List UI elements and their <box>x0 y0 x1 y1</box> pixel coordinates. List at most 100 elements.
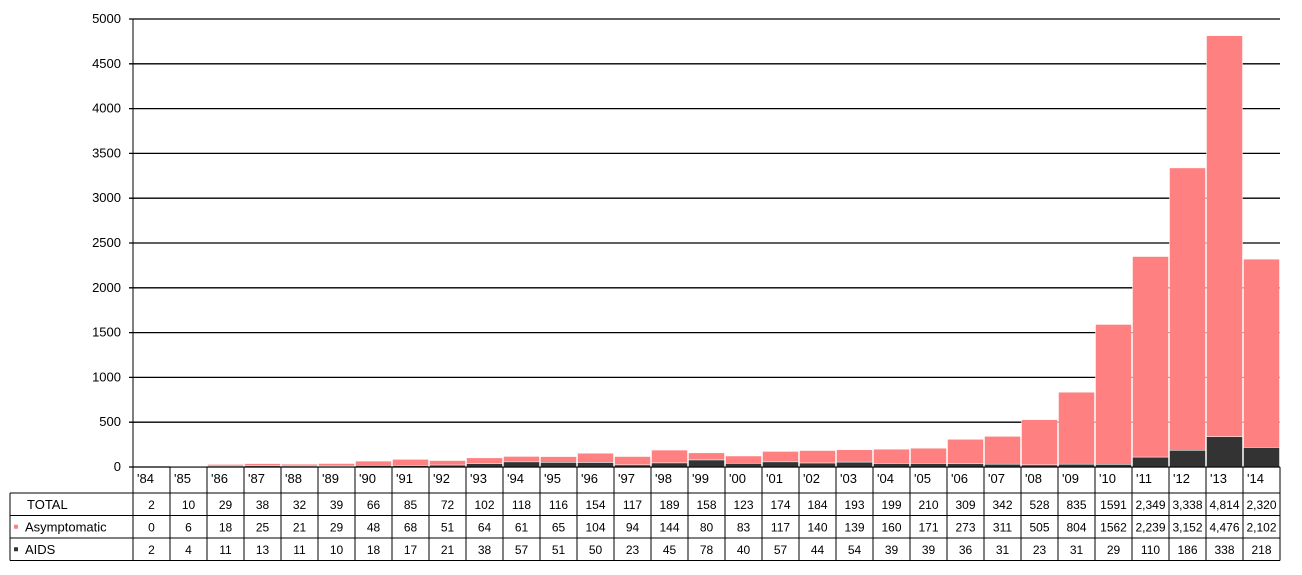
table-cell-aids: 10 <box>330 543 344 557</box>
table-cell-total: 835 <box>1066 498 1086 512</box>
y-tick-label: 1500 <box>92 325 121 340</box>
table-cell-asym: 273 <box>955 520 975 534</box>
table-cell-asym: 51 <box>441 520 455 534</box>
table-cell-asym: 0 <box>148 520 155 534</box>
y-tick-label: 5000 <box>92 11 121 26</box>
table-cell-total: 2,320 <box>1246 498 1276 512</box>
y-tick-label: 4500 <box>92 56 121 71</box>
table-cell-aids: 11 <box>219 543 232 557</box>
x-tick-label: '10 <box>1099 471 1116 486</box>
bar-asymptomatic <box>429 460 466 466</box>
table-cell-aids: 54 <box>848 543 862 557</box>
bar-aids <box>799 462 836 468</box>
table-cell-asym: 80 <box>700 520 714 534</box>
y-tick-label: 0 <box>114 459 121 474</box>
x-tick-label: '88 <box>285 471 302 486</box>
x-tick-label: '92 <box>433 471 450 486</box>
table-cell-total: 309 <box>955 498 975 512</box>
table-cell-asym: 1562 <box>1100 520 1127 534</box>
table-cell-asym: 117 <box>771 520 790 534</box>
table-cell-asym: 48 <box>367 520 381 534</box>
table-cell-aids: 40 <box>737 543 751 557</box>
x-tick-label: '04 <box>877 471 894 486</box>
table-cell-total: 39 <box>330 498 344 512</box>
x-tick-label: '96 <box>581 471 598 486</box>
table-cell-asym: 94 <box>626 520 640 534</box>
table-cell-aids: 45 <box>663 543 677 557</box>
table-cell-total: 154 <box>585 498 605 512</box>
table-cell-asym: 505 <box>1029 520 1049 534</box>
table-cell-aids: 17 <box>404 543 418 557</box>
table-cell-aids: 13 <box>256 543 270 557</box>
table-cell-asym: 3,152 <box>1172 520 1202 534</box>
table-cell-asym: 171 <box>918 520 938 534</box>
bar-asymptomatic <box>910 447 947 464</box>
table-cell-total: 32 <box>293 498 307 512</box>
table-cell-aids: 31 <box>1070 543 1084 557</box>
table-cell-total: 102 <box>474 498 494 512</box>
bar-aids <box>1243 447 1280 468</box>
y-tick-label: 1000 <box>92 369 121 384</box>
y-tick-label: 3500 <box>92 145 121 160</box>
bar-aids <box>873 463 910 468</box>
table-cell-asym: 311 <box>993 520 1012 534</box>
x-tick-label: '11 <box>1136 471 1152 486</box>
table-cell-total: 29 <box>219 498 233 512</box>
table-cell-asym: 64 <box>478 520 492 534</box>
bar-aids <box>762 461 799 468</box>
x-tick-label: '87 <box>248 471 265 486</box>
table-cell-total: 528 <box>1029 498 1049 512</box>
table-cell-aids: 23 <box>626 543 640 557</box>
bar-aids <box>1169 450 1206 468</box>
table-cell-asym: 68 <box>404 520 418 534</box>
x-tick-label: '98 <box>655 471 672 486</box>
x-tick-label: '91 <box>396 471 413 486</box>
bar-aids <box>466 463 503 468</box>
x-tick-label: '95 <box>544 471 561 486</box>
table-cell-aids: 39 <box>885 543 899 557</box>
y-tick-label: 3000 <box>92 190 121 205</box>
bar-asymptomatic <box>1243 258 1280 448</box>
table-cell-aids: 23 <box>1033 543 1047 557</box>
table-cell-asym: 2,102 <box>1246 520 1276 534</box>
table-cell-aids: 110 <box>1141 543 1160 557</box>
bar-aids <box>577 462 614 468</box>
bar-asymptomatic <box>762 451 799 463</box>
bar-asymptomatic <box>836 449 873 463</box>
table-cell-total: 2,349 <box>1135 498 1165 512</box>
x-tick-label: '03 <box>840 471 857 486</box>
table-cell-total: 210 <box>918 498 938 512</box>
bar-asymptomatic <box>1058 391 1095 465</box>
bar-asymptomatic <box>725 455 762 464</box>
bar-asymptomatic <box>503 456 540 463</box>
y-tick-label: 4000 <box>92 101 121 116</box>
legend-marker-aids <box>14 547 18 552</box>
table-cell-total: 123 <box>733 498 753 512</box>
table-cell-total: 117 <box>623 498 642 512</box>
table-cell-aids: 57 <box>515 543 529 557</box>
bar-asymptomatic <box>1095 324 1132 465</box>
bar-aids <box>688 459 725 468</box>
x-tick-label: '85 <box>174 471 191 486</box>
bar-aids <box>540 462 577 468</box>
table-cell-total: 193 <box>844 498 864 512</box>
bar-asymptomatic <box>873 448 910 464</box>
bar-asymptomatic <box>281 463 318 467</box>
table-cell-asym: 4,476 <box>1209 520 1239 534</box>
table-cell-asym: 61 <box>515 520 529 534</box>
bar-asymptomatic <box>1132 256 1169 458</box>
bar-asymptomatic <box>1169 167 1206 451</box>
table-cell-total: 66 <box>367 498 381 512</box>
table-cell-aids: 18 <box>367 543 381 557</box>
x-tick-label: '12 <box>1173 471 1190 486</box>
x-tick-label: '14 <box>1247 471 1264 486</box>
bar-asymptomatic <box>984 436 1021 465</box>
bar-asymptomatic <box>1021 419 1058 466</box>
y-tick-label: 2500 <box>92 235 121 250</box>
bars <box>133 35 1280 468</box>
table-cell-asym: 140 <box>807 520 827 534</box>
table-cell-asym: 65 <box>552 520 566 534</box>
table-cell-total: 118 <box>512 498 531 512</box>
table-cell-total: 2 <box>148 498 155 512</box>
